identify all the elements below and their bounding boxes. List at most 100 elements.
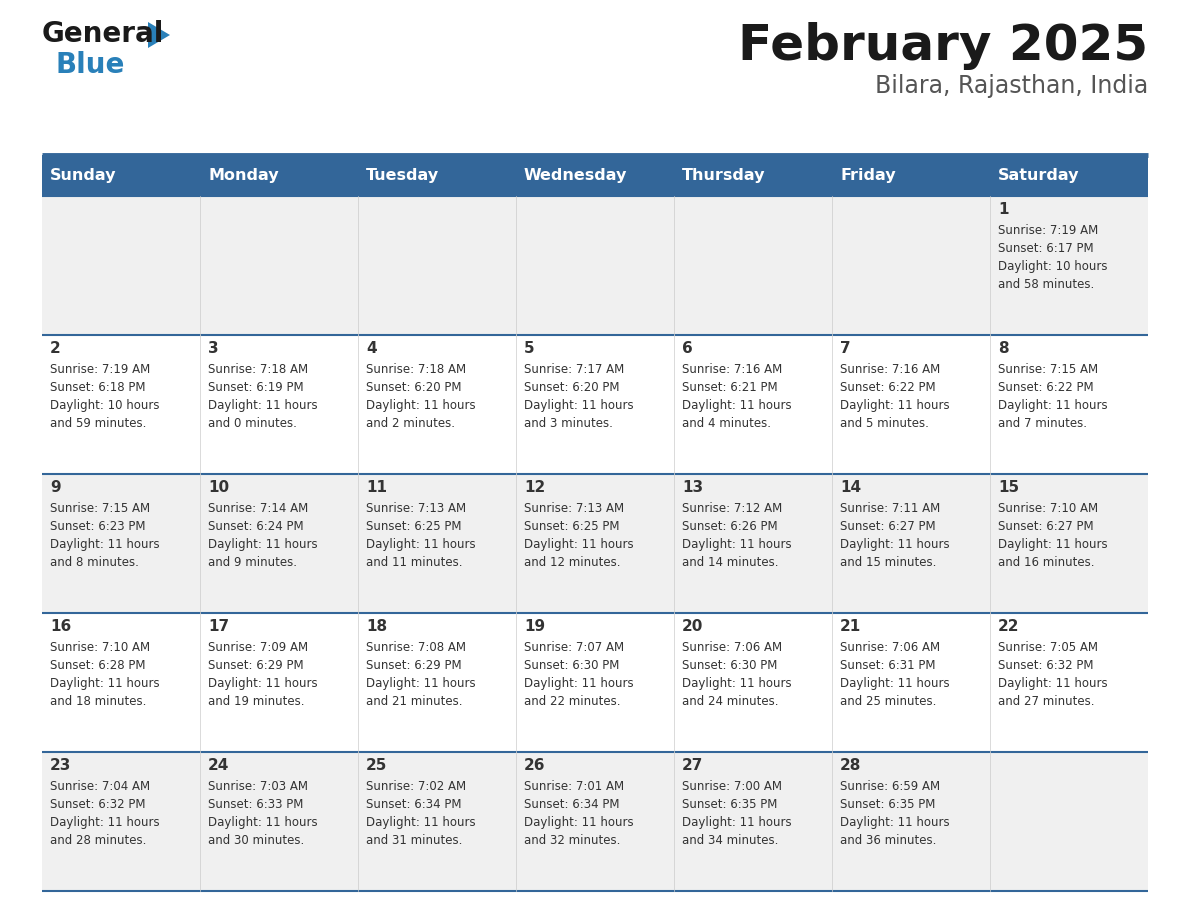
Text: Sunrise: 7:19 AM: Sunrise: 7:19 AM: [998, 224, 1098, 237]
Text: 23: 23: [50, 758, 71, 773]
Text: 21: 21: [840, 619, 861, 634]
Text: and 16 minutes.: and 16 minutes.: [998, 556, 1094, 569]
Text: Daylight: 11 hours: Daylight: 11 hours: [840, 677, 949, 690]
Text: Sunset: 6:31 PM: Sunset: 6:31 PM: [840, 659, 935, 672]
Text: Sunset: 6:29 PM: Sunset: 6:29 PM: [366, 659, 462, 672]
Text: Daylight: 11 hours: Daylight: 11 hours: [682, 816, 791, 829]
Text: Daylight: 11 hours: Daylight: 11 hours: [998, 538, 1107, 551]
Text: Daylight: 11 hours: Daylight: 11 hours: [208, 677, 317, 690]
Text: Daylight: 11 hours: Daylight: 11 hours: [998, 399, 1107, 412]
Text: General: General: [42, 20, 164, 48]
Text: 26: 26: [524, 758, 545, 773]
Text: Sunrise: 7:10 AM: Sunrise: 7:10 AM: [50, 641, 150, 654]
Text: Sunset: 6:24 PM: Sunset: 6:24 PM: [208, 520, 304, 533]
Text: and 30 minutes.: and 30 minutes.: [208, 834, 304, 847]
Text: Sunrise: 7:13 AM: Sunrise: 7:13 AM: [524, 502, 624, 515]
Text: and 18 minutes.: and 18 minutes.: [50, 695, 146, 708]
Text: Sunset: 6:35 PM: Sunset: 6:35 PM: [840, 798, 935, 811]
Text: Sunrise: 7:11 AM: Sunrise: 7:11 AM: [840, 502, 940, 515]
Text: Sunset: 6:23 PM: Sunset: 6:23 PM: [50, 520, 145, 533]
Text: Sunset: 6:18 PM: Sunset: 6:18 PM: [50, 381, 145, 394]
Text: Sunrise: 7:14 AM: Sunrise: 7:14 AM: [208, 502, 308, 515]
Text: 14: 14: [840, 480, 861, 495]
Text: Daylight: 11 hours: Daylight: 11 hours: [524, 677, 633, 690]
Text: Sunrise: 7:15 AM: Sunrise: 7:15 AM: [50, 502, 150, 515]
Text: 11: 11: [366, 480, 387, 495]
Text: Sunset: 6:25 PM: Sunset: 6:25 PM: [366, 520, 461, 533]
Text: Sunset: 6:34 PM: Sunset: 6:34 PM: [524, 798, 619, 811]
Text: Sunset: 6:21 PM: Sunset: 6:21 PM: [682, 381, 778, 394]
Text: Saturday: Saturday: [998, 168, 1080, 183]
Bar: [42, 613, 1148, 752]
Text: and 5 minutes.: and 5 minutes.: [840, 417, 929, 430]
Text: and 36 minutes.: and 36 minutes.: [840, 834, 936, 847]
Text: and 22 minutes.: and 22 minutes.: [524, 695, 620, 708]
Text: 6: 6: [682, 341, 693, 356]
Text: Sunset: 6:33 PM: Sunset: 6:33 PM: [208, 798, 303, 811]
Text: and 15 minutes.: and 15 minutes.: [840, 556, 936, 569]
Text: Sunrise: 7:09 AM: Sunrise: 7:09 AM: [208, 641, 308, 654]
Bar: [42, 196, 1148, 335]
Text: Daylight: 11 hours: Daylight: 11 hours: [682, 677, 791, 690]
Text: and 9 minutes.: and 9 minutes.: [208, 556, 297, 569]
Text: Sunset: 6:35 PM: Sunset: 6:35 PM: [682, 798, 777, 811]
Text: Sunrise: 7:16 AM: Sunrise: 7:16 AM: [840, 363, 940, 376]
Text: Monday: Monday: [208, 168, 279, 183]
Text: 12: 12: [524, 480, 545, 495]
Text: Sunrise: 7:10 AM: Sunrise: 7:10 AM: [998, 502, 1098, 515]
Text: Daylight: 11 hours: Daylight: 11 hours: [682, 538, 791, 551]
Text: and 28 minutes.: and 28 minutes.: [50, 834, 146, 847]
Text: 19: 19: [524, 619, 545, 634]
Text: Daylight: 10 hours: Daylight: 10 hours: [50, 399, 159, 412]
Text: Sunset: 6:28 PM: Sunset: 6:28 PM: [50, 659, 145, 672]
Bar: [42, 155, 1148, 196]
Text: 13: 13: [682, 480, 703, 495]
Text: and 25 minutes.: and 25 minutes.: [840, 695, 936, 708]
Text: and 31 minutes.: and 31 minutes.: [366, 834, 462, 847]
Text: 7: 7: [840, 341, 851, 356]
Text: Sunset: 6:17 PM: Sunset: 6:17 PM: [998, 242, 1094, 255]
Text: Sunset: 6:22 PM: Sunset: 6:22 PM: [840, 381, 936, 394]
Text: Sunset: 6:20 PM: Sunset: 6:20 PM: [366, 381, 461, 394]
Text: Sunset: 6:34 PM: Sunset: 6:34 PM: [366, 798, 461, 811]
Text: Sunrise: 7:00 AM: Sunrise: 7:00 AM: [682, 780, 782, 793]
Text: Daylight: 10 hours: Daylight: 10 hours: [998, 260, 1107, 273]
Text: Sunset: 6:32 PM: Sunset: 6:32 PM: [50, 798, 145, 811]
Text: 27: 27: [682, 758, 703, 773]
Text: and 0 minutes.: and 0 minutes.: [208, 417, 297, 430]
Text: Sunrise: 7:07 AM: Sunrise: 7:07 AM: [524, 641, 624, 654]
Text: Sunrise: 7:02 AM: Sunrise: 7:02 AM: [366, 780, 466, 793]
Text: Daylight: 11 hours: Daylight: 11 hours: [366, 816, 475, 829]
Text: Thursday: Thursday: [682, 168, 765, 183]
Text: Sunrise: 7:06 AM: Sunrise: 7:06 AM: [840, 641, 940, 654]
Text: Daylight: 11 hours: Daylight: 11 hours: [208, 399, 317, 412]
Text: 24: 24: [208, 758, 229, 773]
Text: 20: 20: [682, 619, 703, 634]
Text: Wednesday: Wednesday: [524, 168, 627, 183]
Text: Daylight: 11 hours: Daylight: 11 hours: [524, 538, 633, 551]
Text: Daylight: 11 hours: Daylight: 11 hours: [366, 677, 475, 690]
Text: and 8 minutes.: and 8 minutes.: [50, 556, 139, 569]
Text: Sunset: 6:19 PM: Sunset: 6:19 PM: [208, 381, 304, 394]
Text: Daylight: 11 hours: Daylight: 11 hours: [50, 677, 159, 690]
Text: 9: 9: [50, 480, 61, 495]
Text: 4: 4: [366, 341, 377, 356]
Text: and 7 minutes.: and 7 minutes.: [998, 417, 1087, 430]
Text: and 34 minutes.: and 34 minutes.: [682, 834, 778, 847]
Text: Sunrise: 7:12 AM: Sunrise: 7:12 AM: [682, 502, 782, 515]
Text: Sunset: 6:25 PM: Sunset: 6:25 PM: [524, 520, 619, 533]
Text: Sunday: Sunday: [50, 168, 116, 183]
Text: Bilara, Rajasthan, India: Bilara, Rajasthan, India: [874, 74, 1148, 98]
Text: Sunset: 6:30 PM: Sunset: 6:30 PM: [682, 659, 777, 672]
Text: Sunset: 6:26 PM: Sunset: 6:26 PM: [682, 520, 778, 533]
Bar: [42, 752, 1148, 891]
Text: Daylight: 11 hours: Daylight: 11 hours: [682, 399, 791, 412]
Text: Sunrise: 7:08 AM: Sunrise: 7:08 AM: [366, 641, 466, 654]
Text: and 4 minutes.: and 4 minutes.: [682, 417, 771, 430]
Text: Sunrise: 7:05 AM: Sunrise: 7:05 AM: [998, 641, 1098, 654]
Text: Sunset: 6:30 PM: Sunset: 6:30 PM: [524, 659, 619, 672]
Text: Daylight: 11 hours: Daylight: 11 hours: [840, 816, 949, 829]
Text: Daylight: 11 hours: Daylight: 11 hours: [840, 399, 949, 412]
Text: Sunrise: 7:18 AM: Sunrise: 7:18 AM: [208, 363, 308, 376]
Text: 15: 15: [998, 480, 1019, 495]
